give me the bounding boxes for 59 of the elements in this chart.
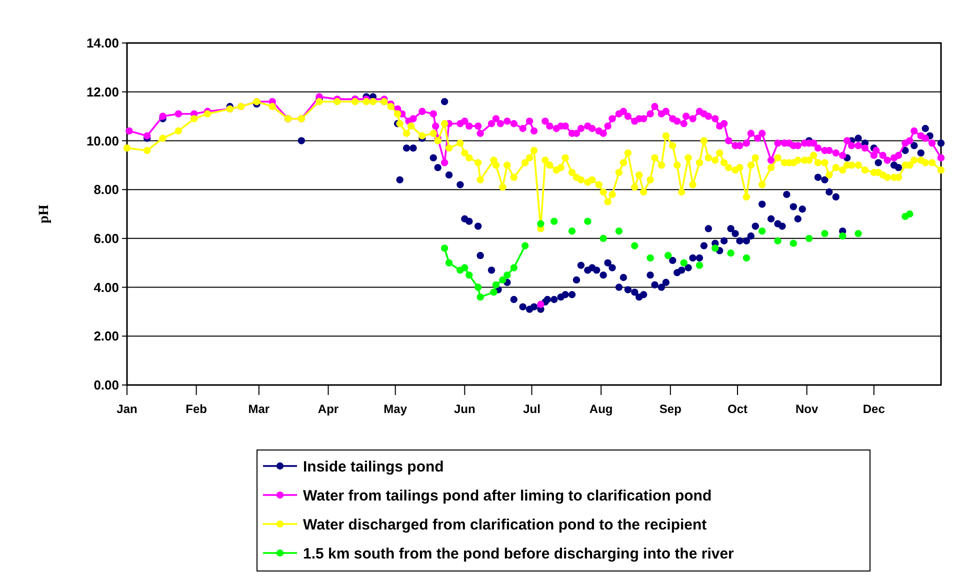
point bbox=[466, 271, 473, 279]
point bbox=[805, 234, 813, 242]
point bbox=[821, 230, 828, 238]
point bbox=[537, 220, 544, 228]
legend-label: Inside tailings pond bbox=[303, 458, 444, 476]
legend-label: Water from tailings pond after liming to clarification pond bbox=[303, 487, 712, 504]
legend-label: Water discharged from clarification pond to the recipient bbox=[303, 516, 707, 534]
point bbox=[476, 293, 484, 301]
y-tick-label: 14.00 bbox=[86, 36, 119, 51]
point bbox=[600, 234, 607, 242]
y-tick-label: 0.00 bbox=[94, 378, 119, 393]
point bbox=[854, 230, 862, 238]
point bbox=[550, 218, 558, 225]
point bbox=[521, 242, 529, 250]
point bbox=[440, 244, 448, 252]
x-tick-label: Apr bbox=[318, 402, 339, 416]
x-tick-label: Jul bbox=[523, 402, 540, 416]
point bbox=[492, 281, 500, 288]
point bbox=[504, 271, 511, 279]
point bbox=[790, 240, 798, 247]
point bbox=[631, 242, 638, 250]
legend-label: 1.5 km south from the pond before discharging into the river bbox=[303, 545, 734, 562]
x-tick-label: Sep bbox=[659, 402, 682, 416]
y-tick-label: 12.00 bbox=[86, 84, 119, 100]
x-tick-label: Feb bbox=[186, 402, 207, 416]
point bbox=[584, 218, 592, 225]
x-tick-label: Dec bbox=[862, 402, 886, 416]
point bbox=[461, 264, 468, 272]
y-axis-title: pH bbox=[37, 204, 52, 224]
x-tick-label: Oct bbox=[727, 402, 748, 416]
point bbox=[758, 228, 766, 235]
point bbox=[906, 210, 914, 218]
point bbox=[727, 249, 734, 257]
point bbox=[680, 259, 688, 266]
point bbox=[445, 259, 453, 266]
y-tick-label: 4.00 bbox=[94, 280, 119, 295]
x-tick-label: Jan bbox=[116, 402, 138, 416]
x-tick-label: Mar bbox=[248, 402, 270, 416]
point bbox=[712, 244, 719, 252]
point bbox=[839, 232, 846, 240]
point bbox=[615, 228, 623, 235]
y-tick-label: 8.00 bbox=[94, 182, 119, 198]
point bbox=[499, 276, 506, 284]
point bbox=[510, 264, 518, 272]
y-tick-label: 6.00 bbox=[94, 230, 119, 246]
x-tick-label: Jun bbox=[454, 402, 476, 416]
y-tick-label: 10.00 bbox=[86, 133, 119, 148]
point bbox=[664, 252, 672, 260]
point bbox=[696, 262, 704, 269]
y-tick-label: 2.00 bbox=[94, 328, 119, 344]
x-tick-label: Nov bbox=[795, 402, 818, 416]
x-tick-label: Aug bbox=[589, 402, 613, 416]
x-tick-label: May bbox=[384, 402, 408, 416]
point bbox=[474, 284, 482, 291]
point bbox=[774, 237, 782, 244]
point bbox=[568, 228, 576, 235]
point bbox=[490, 288, 498, 296]
point bbox=[742, 254, 750, 262]
point bbox=[646, 254, 654, 262]
